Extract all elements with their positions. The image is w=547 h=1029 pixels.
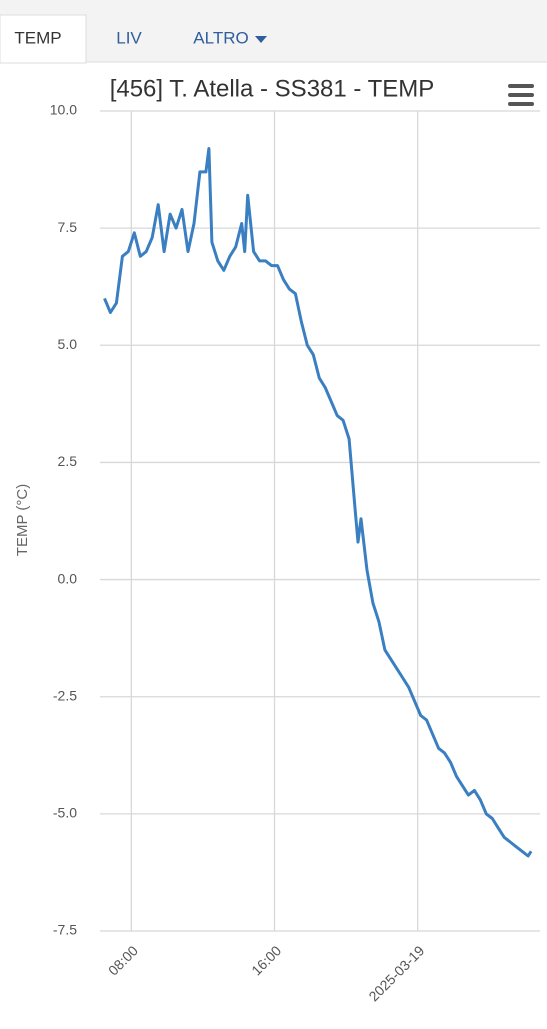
y-axis-label: TEMP (°C) [14, 484, 31, 556]
y-tick-label: -2.5 [53, 687, 77, 703]
y-tick-label: -5.0 [53, 805, 77, 821]
menu-bar [508, 84, 534, 88]
data-line [103, 147, 533, 858]
y-tick-label: 10.0 [50, 102, 77, 118]
chart-title: [456] T. Atella - SS381 - TEMP [110, 75, 435, 102]
menu-bar [508, 93, 534, 97]
y-tick-label: 5.0 [58, 336, 78, 352]
y-tick-label: 2.5 [58, 453, 78, 469]
tab[interactable]: LIV [116, 28, 142, 47]
menu-button[interactable] [508, 84, 534, 106]
y-tick-label: 0.0 [58, 570, 78, 586]
x-tick-label: 16:00 [248, 942, 284, 978]
dropdown-arrow[interactable] [255, 36, 267, 43]
menu-bar [508, 102, 534, 106]
plot: 10.0 7.5 5.0 2.5 0.0 -2.5 -5.0 -7.5 08:00 16:00 20… [50, 102, 540, 1004]
x-tick-label: 08:00 [105, 942, 141, 978]
tab-bar [0, 0, 547, 62]
tab[interactable]: ALTRO [193, 28, 248, 47]
y-tick-label: 7.5 [58, 219, 78, 235]
x-tick-label: 2025-03-19 [365, 942, 427, 1004]
tab-active-bg [0, 14, 87, 64]
y-tick-label: -7.5 [53, 922, 77, 938]
tab[interactable]: TEMP [14, 28, 61, 47]
